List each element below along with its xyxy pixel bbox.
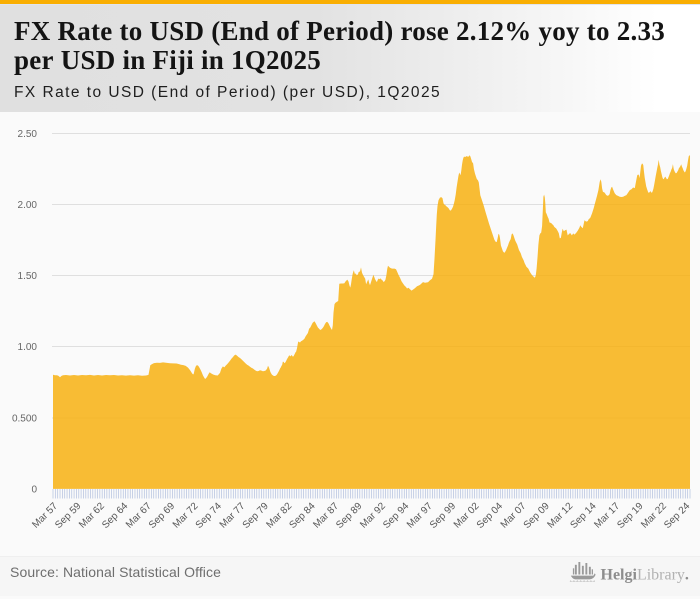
svg-text:2.50: 2.50 — [18, 129, 38, 140]
svg-text:Sep 09: Sep 09 — [522, 500, 552, 530]
svg-text:Sep 89: Sep 89 — [334, 500, 364, 530]
svg-text:Sep 24: Sep 24 — [662, 500, 692, 530]
svg-text:Sep 94: Sep 94 — [381, 500, 411, 530]
svg-text:Sep 84: Sep 84 — [287, 500, 317, 530]
svg-text:Sep 99: Sep 99 — [428, 500, 458, 530]
svg-text:Sep 79: Sep 79 — [241, 500, 271, 530]
svg-text:Sep 19: Sep 19 — [615, 500, 645, 530]
svg-text:0.500: 0.500 — [12, 413, 37, 424]
svg-text:Sep 59: Sep 59 — [53, 500, 83, 530]
svg-text:1.50: 1.50 — [18, 271, 38, 282]
svg-text:0: 0 — [31, 484, 37, 495]
svg-text:Sep 04: Sep 04 — [475, 500, 505, 530]
svg-text:Sep 64: Sep 64 — [100, 500, 130, 530]
svg-text:HelgiLibrary.: HelgiLibrary. — [601, 567, 689, 584]
svg-text:Sep 74: Sep 74 — [194, 500, 224, 530]
svg-text:Sep 14: Sep 14 — [568, 500, 598, 530]
svg-text:Sep 69: Sep 69 — [147, 500, 177, 530]
svg-text:2.00: 2.00 — [18, 200, 38, 211]
svg-text:1.00: 1.00 — [18, 342, 38, 353]
